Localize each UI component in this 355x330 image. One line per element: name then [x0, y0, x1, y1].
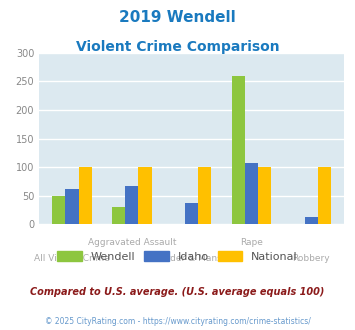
Bar [65, 189, 78, 224]
Bar [112, 207, 125, 224]
Bar [198, 167, 212, 224]
Text: Compared to U.S. average. (U.S. average equals 100): Compared to U.S. average. (U.S. average … [30, 287, 325, 297]
Legend: Wendell, Idaho, National: Wendell, Idaho, National [53, 247, 302, 266]
Bar [138, 167, 152, 224]
Bar [258, 167, 271, 224]
Bar [185, 203, 198, 224]
Bar [52, 196, 65, 224]
Text: All Violent Crime: All Violent Crime [34, 253, 110, 263]
Text: © 2025 CityRating.com - https://www.cityrating.com/crime-statistics/: © 2025 CityRating.com - https://www.city… [45, 317, 310, 326]
Bar [125, 186, 138, 224]
Bar [318, 167, 331, 224]
Text: Murder & Mans...: Murder & Mans... [153, 253, 230, 263]
Bar [78, 167, 92, 224]
Text: Aggravated Assault: Aggravated Assault [88, 238, 176, 247]
Bar [305, 217, 318, 224]
Bar [232, 76, 245, 224]
Bar [245, 163, 258, 224]
Text: Rape: Rape [240, 238, 263, 247]
Text: 2019 Wendell: 2019 Wendell [119, 10, 236, 25]
Text: Violent Crime Comparison: Violent Crime Comparison [76, 40, 279, 53]
Text: Robbery: Robbery [293, 253, 330, 263]
